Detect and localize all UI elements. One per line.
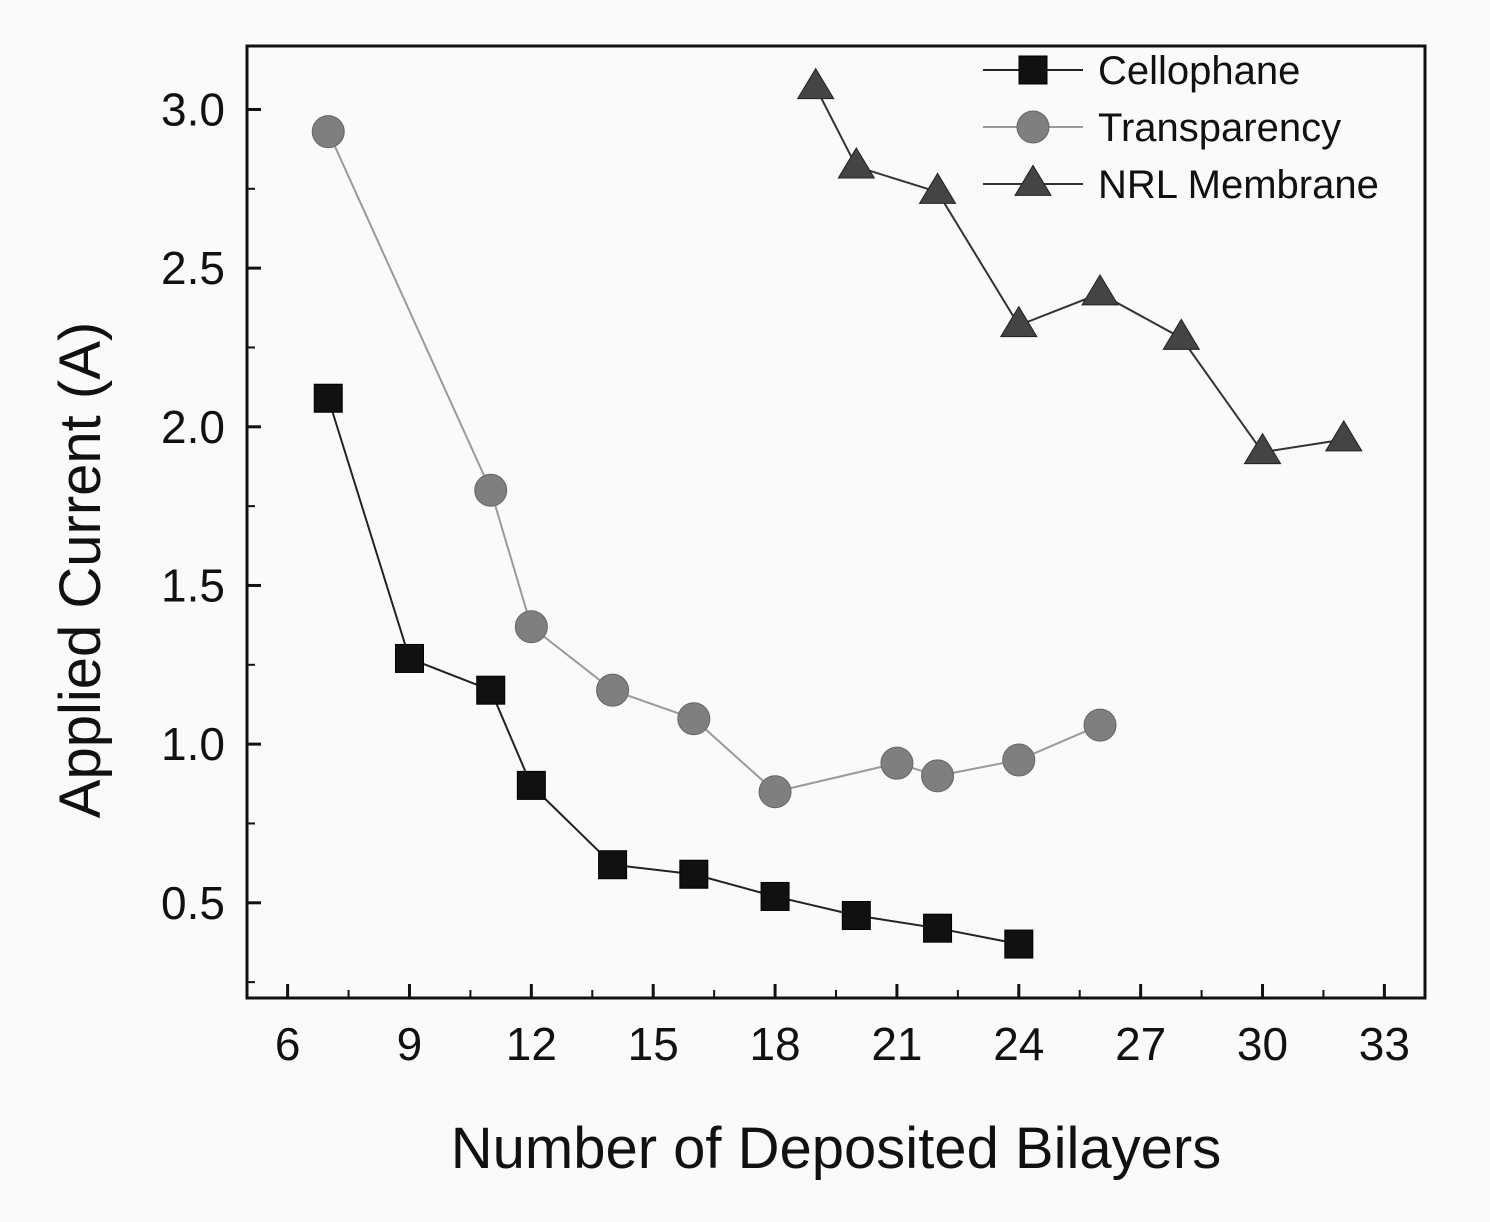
data-point-transparency xyxy=(311,115,345,149)
data-point-nrl-membrane xyxy=(796,67,835,100)
data-point-cellophane xyxy=(516,770,546,800)
x-tick-label: 33 xyxy=(1359,1018,1410,1070)
x-tick-label: 9 xyxy=(397,1018,423,1070)
y-tick-label: 0.5 xyxy=(161,877,225,929)
data-point-nrl-membrane xyxy=(1324,419,1363,452)
data-point-transparency xyxy=(474,473,508,507)
y-tick-label: 1.5 xyxy=(161,559,225,611)
data-point-cellophane xyxy=(760,881,790,911)
legend-label: Transparency xyxy=(1098,106,1341,150)
x-tick-label: 18 xyxy=(749,1018,800,1070)
data-point-cellophane xyxy=(679,859,709,889)
data-point-transparency xyxy=(1083,708,1117,742)
y-tick-label: 1.0 xyxy=(161,718,225,770)
data-point-cellophane xyxy=(598,850,628,880)
x-tick-label: 21 xyxy=(871,1018,922,1070)
legend-item-nrl-membrane: NRL Membrane xyxy=(983,163,1379,207)
data-point-nrl-membrane xyxy=(918,172,957,204)
series-line-transparency xyxy=(327,131,1101,793)
legend-marker xyxy=(1018,55,1048,85)
data-point-transparency xyxy=(1002,743,1036,777)
series-nrl-membrane xyxy=(796,67,1363,465)
data-point-cellophane xyxy=(923,913,953,943)
data-point-nrl-membrane xyxy=(1081,273,1119,306)
data-point-transparency xyxy=(880,746,914,780)
legend-item-transparency: Transparency xyxy=(983,106,1341,150)
data-point-nrl-membrane xyxy=(837,147,876,179)
series-line-cellophane xyxy=(327,397,1019,946)
y-axis-ticks: 0.5 1.0 1.5 2.0 2.5 3.0 xyxy=(161,83,261,984)
legend-label: Cellophane xyxy=(1098,49,1300,93)
data-point-transparency xyxy=(514,610,548,644)
data-point-cellophane xyxy=(313,383,343,413)
data-point-nrl-membrane xyxy=(1162,318,1201,350)
data-point-transparency xyxy=(677,702,711,736)
x-tick-label: 6 xyxy=(275,1018,301,1070)
series-cellophane xyxy=(313,383,1034,959)
legend-marker xyxy=(1016,110,1050,144)
data-point-transparency xyxy=(758,775,792,809)
x-tick-label: 27 xyxy=(1115,1018,1166,1070)
x-tick-label: 12 xyxy=(506,1018,557,1070)
y-tick-label: 3.0 xyxy=(161,83,225,135)
y-axis-title: Applied Current (A) xyxy=(48,322,113,818)
legend-item-cellophane: Cellophane xyxy=(983,49,1300,93)
data-point-cellophane xyxy=(1004,929,1034,959)
series-transparency xyxy=(311,115,1117,809)
series-layer xyxy=(311,67,1363,959)
data-point-cellophane xyxy=(476,675,506,705)
data-point-nrl-membrane xyxy=(1243,432,1282,465)
x-axis-title: Number of Deposited Bilayers xyxy=(451,1116,1221,1181)
data-point-cellophane xyxy=(841,900,871,930)
x-axis-ticks: 6 9 12 15 18 21 24 27 30 33 xyxy=(275,984,1410,1070)
data-point-cellophane xyxy=(394,643,424,673)
y-tick-label: 2.5 xyxy=(161,242,225,294)
data-point-transparency xyxy=(596,673,630,707)
legend-marker xyxy=(1014,164,1052,196)
x-tick-label: 15 xyxy=(628,1018,679,1070)
data-point-transparency xyxy=(921,759,955,793)
y-tick-label: 2.0 xyxy=(161,401,225,453)
x-tick-label: 30 xyxy=(1237,1018,1288,1070)
legend: Cellophane Transparency NRL Membrane xyxy=(983,49,1379,207)
x-tick-label: 24 xyxy=(993,1018,1044,1070)
legend-label: NRL Membrane xyxy=(1098,163,1379,207)
data-point-nrl-membrane xyxy=(999,305,1038,338)
